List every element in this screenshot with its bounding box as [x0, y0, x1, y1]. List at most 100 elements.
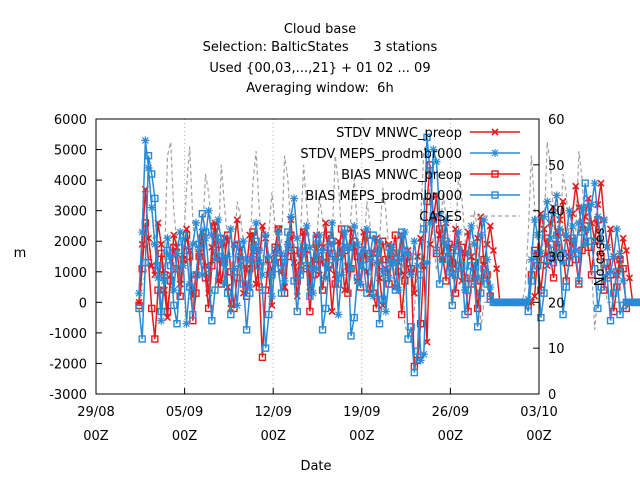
data-point	[305, 243, 314, 252]
data-point	[464, 286, 472, 294]
data-point	[574, 218, 583, 227]
data-point	[211, 286, 219, 294]
data-point	[470, 277, 479, 285]
data-point	[581, 179, 589, 187]
data-point	[556, 249, 564, 258]
data-point	[166, 261, 175, 270]
data-point	[432, 246, 441, 255]
data-point	[141, 136, 150, 145]
data-point	[562, 283, 570, 291]
data-point	[416, 356, 425, 365]
data-point	[318, 326, 327, 334]
data-point	[476, 231, 485, 240]
data-point	[312, 234, 320, 242]
data-point	[353, 240, 362, 249]
data-point	[609, 252, 618, 261]
data-point	[401, 271, 409, 279]
data-point	[445, 249, 454, 258]
data-point	[385, 243, 393, 252]
data-point	[147, 170, 156, 178]
data-point	[401, 246, 409, 255]
data-point	[286, 212, 295, 221]
y2-tick-label: 30	[548, 251, 565, 266]
data-point	[223, 289, 232, 297]
x-tick-date-label: 29/08	[77, 405, 114, 420]
data-point	[255, 246, 264, 255]
data-point	[534, 261, 542, 270]
legend-label: CASES	[419, 210, 462, 225]
data-point	[341, 225, 349, 233]
data-point	[410, 368, 419, 377]
data-point	[375, 320, 384, 328]
data-point	[423, 133, 431, 142]
data-point	[562, 231, 571, 240]
data-point	[413, 347, 422, 355]
data-point	[154, 273, 163, 282]
data-point	[249, 228, 257, 236]
data-point	[236, 255, 244, 264]
data-point	[413, 261, 422, 270]
data-point	[556, 216, 564, 224]
data-point	[491, 191, 499, 199]
y2-axis-ticks: 60 50 40 30 20 10 0	[533, 113, 565, 403]
data-point	[328, 218, 337, 227]
data-point	[619, 276, 628, 285]
data-point	[451, 289, 460, 297]
data-point	[407, 270, 416, 279]
y-tick-label: 4000	[54, 174, 87, 189]
data-point	[173, 249, 182, 258]
data-point	[473, 304, 482, 313]
data-point	[248, 243, 257, 252]
data-point	[606, 316, 615, 325]
y-tick-label: 3000	[54, 205, 87, 220]
data-point	[426, 167, 434, 175]
data-point	[258, 270, 267, 279]
data-point	[195, 240, 203, 248]
x-tick-hour-label: 00Z	[260, 429, 286, 444]
data-point	[600, 215, 609, 224]
data-point	[378, 295, 387, 303]
data-point	[318, 246, 327, 255]
data-point	[176, 292, 184, 300]
data-point	[182, 225, 191, 233]
data-point	[480, 265, 488, 273]
data-point	[578, 203, 587, 212]
data-point	[572, 249, 580, 258]
data-point	[188, 240, 197, 249]
data-point	[163, 246, 172, 255]
data-point	[255, 261, 263, 270]
data-point	[264, 252, 273, 261]
data-point	[549, 274, 558, 282]
data-point	[486, 222, 494, 230]
data-point	[157, 316, 166, 325]
chart-title-line-2: Selection: BalticStates 3 stations	[202, 40, 438, 55]
data-point	[603, 274, 612, 282]
data-point	[226, 225, 235, 233]
data-point	[454, 246, 463, 255]
data-point	[344, 289, 352, 297]
data-point	[356, 246, 365, 255]
data-point	[622, 246, 630, 254]
data-point	[543, 197, 552, 206]
data-point	[274, 265, 282, 273]
data-point	[347, 264, 356, 273]
data-point	[277, 289, 286, 297]
data-point	[334, 280, 343, 288]
data-point	[429, 145, 438, 154]
y-tick-label: -3000	[49, 388, 87, 403]
x-tick-hour-label: 00Z	[83, 429, 109, 444]
series-bias-meps-prodmbr000	[135, 133, 640, 377]
data-point	[394, 268, 403, 276]
data-point	[451, 271, 460, 279]
data-point	[185, 283, 194, 291]
data-point	[590, 265, 599, 273]
y-tick-label: -2000	[49, 357, 87, 372]
data-point	[420, 225, 428, 233]
data-point	[581, 240, 590, 249]
data-point	[191, 218, 200, 227]
data-point	[439, 255, 447, 264]
data-point	[477, 289, 485, 297]
data-point	[356, 280, 365, 288]
data-point	[575, 277, 583, 285]
data-point	[271, 258, 280, 267]
